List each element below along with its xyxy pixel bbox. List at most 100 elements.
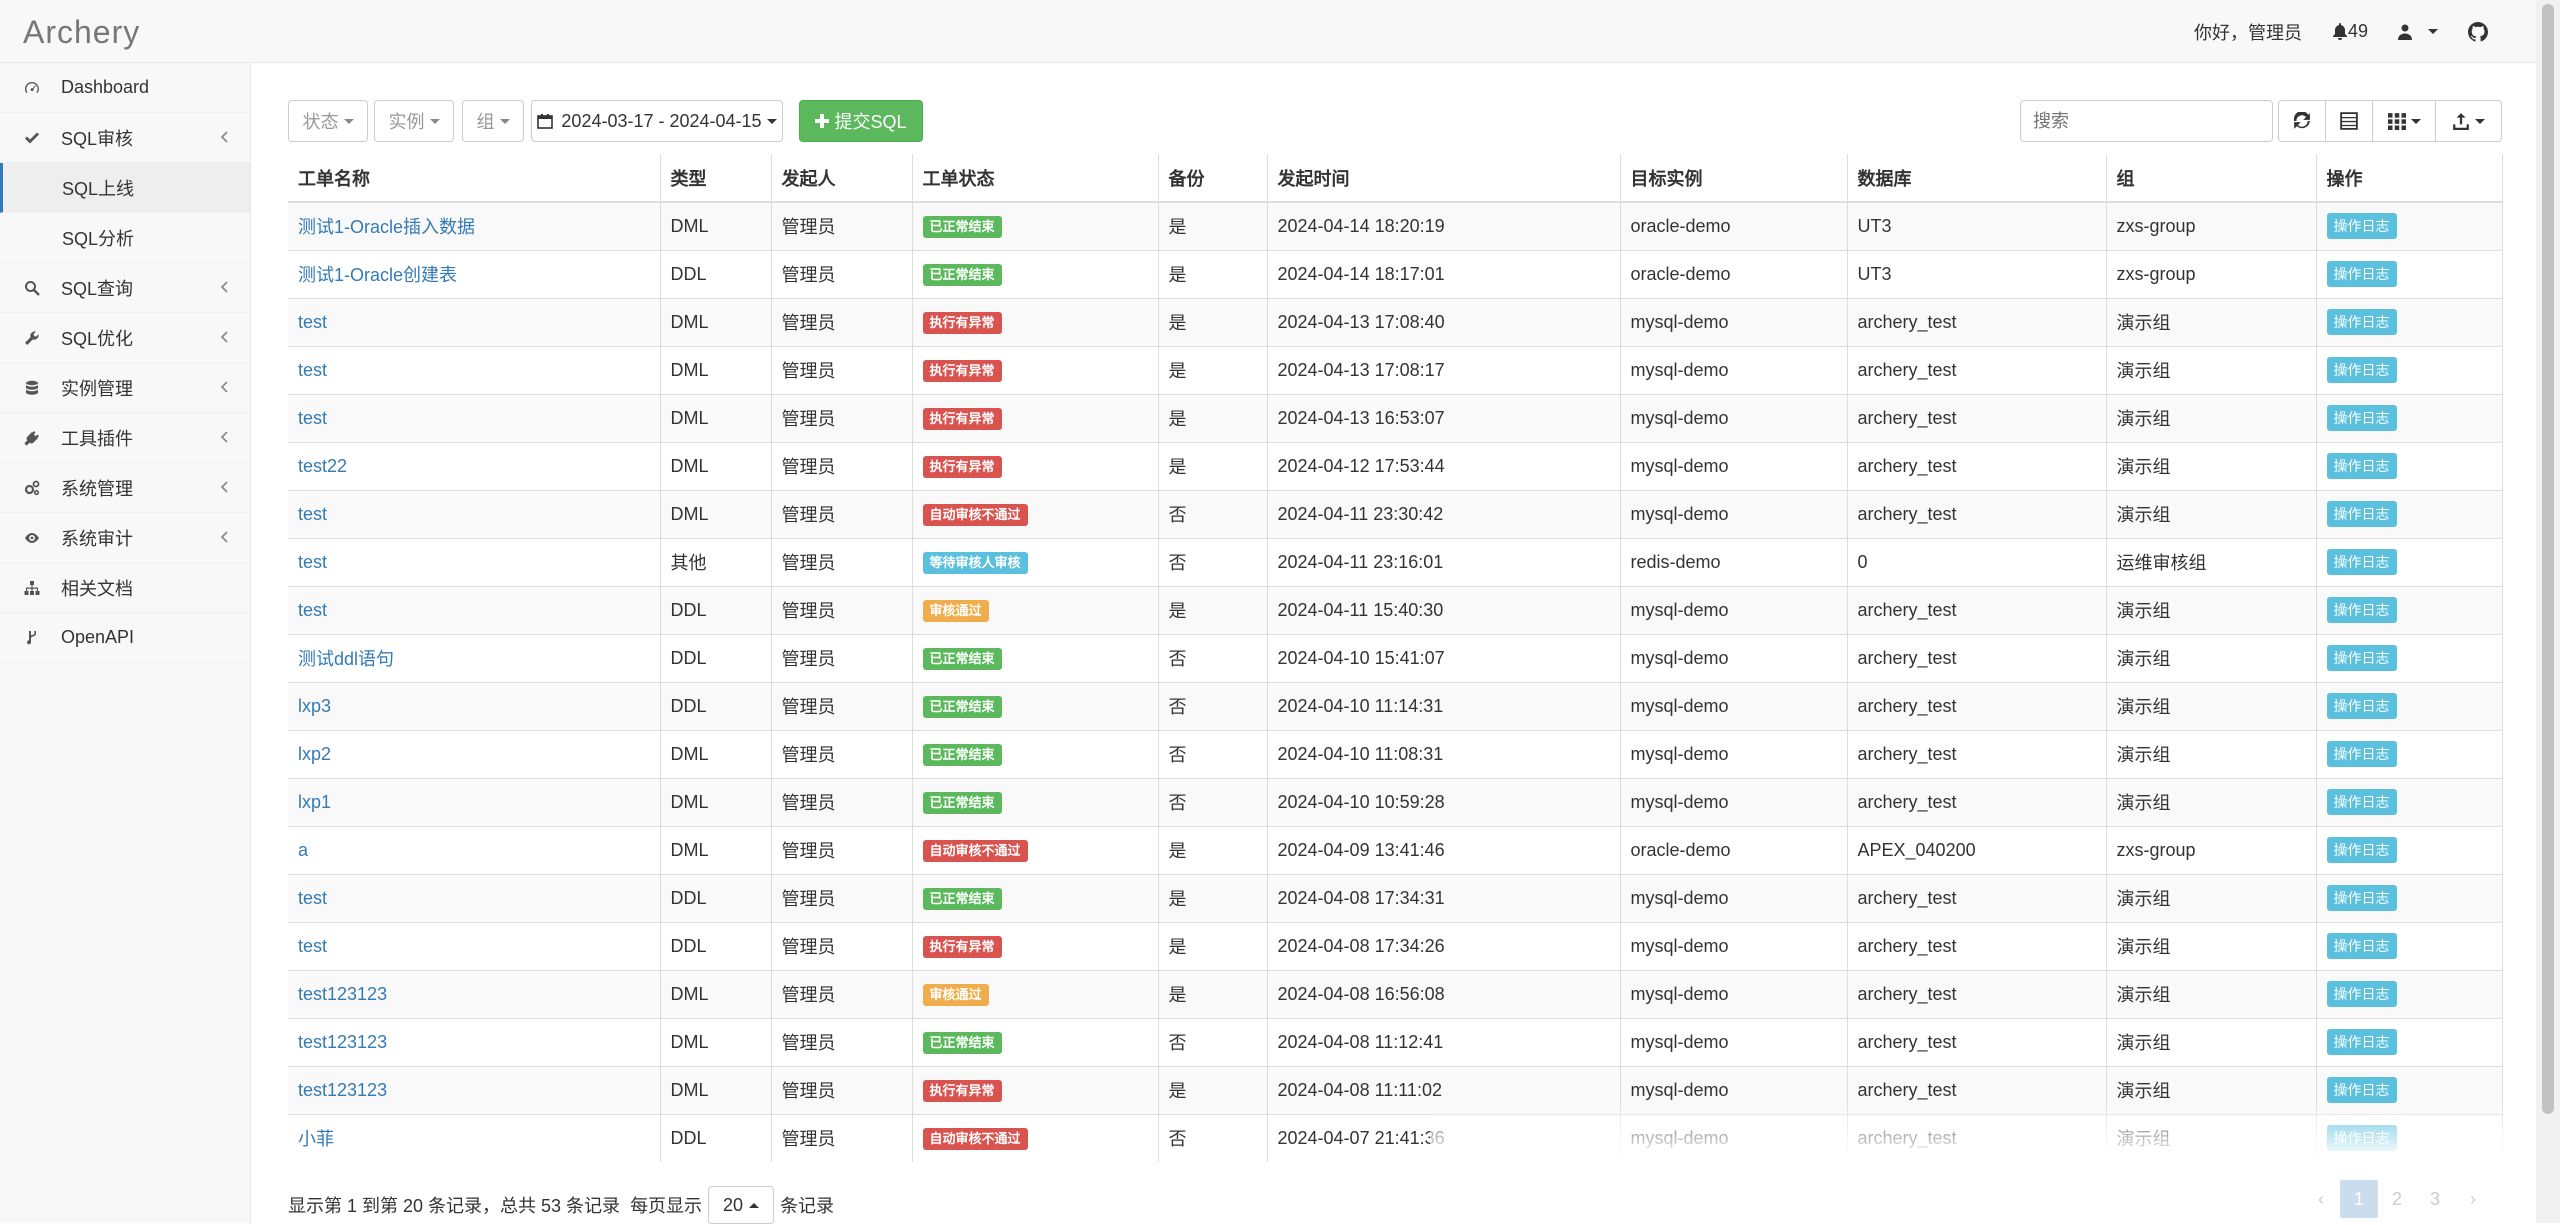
workflow-name-link[interactable]: test [298, 407, 328, 428]
sidebar-item-system-management[interactable]: 系统管理 [0, 463, 250, 513]
scrollbar-thumb[interactable] [2542, 4, 2554, 1114]
operation-log-button[interactable]: 操作日志 [2326, 885, 2397, 911]
operation-log-button[interactable]: 操作日志 [2326, 453, 2397, 479]
sidebar-item-openapi[interactable]: OpenAPI [0, 613, 250, 663]
status-cell: 审核通过 [912, 969, 1159, 1018]
operation-log-button[interactable]: 操作日志 [2326, 837, 2397, 863]
operation-log-button[interactable]: 操作日志 [2326, 1029, 2397, 1055]
workflow-name-link[interactable]: 测试1-Oracle创建表 [298, 265, 458, 285]
column-header[interactable]: 工单状态 [912, 154, 1159, 203]
page-button[interactable]: 3 [2429, 1188, 2440, 1209]
workflow-name-link[interactable]: test [298, 887, 328, 908]
page-scrollbar[interactable] [2536, 0, 2560, 1223]
workflow-name-link[interactable]: test123123 [298, 983, 388, 1004]
sidebar-item-sql-review[interactable]: SQL审核 [0, 113, 250, 163]
operation-log-button[interactable]: 操作日志 [2326, 933, 2397, 959]
column-header[interactable]: 操作 [2316, 154, 2503, 203]
operation-log-button[interactable]: 操作日志 [2326, 261, 2397, 287]
group-filter-dropdown[interactable]: 组 [462, 100, 524, 142]
workflow-name-link[interactable]: test [298, 935, 328, 956]
operation-log-button[interactable]: 操作日志 [2326, 789, 2397, 815]
sidebar-item-sql-optimize[interactable]: SQL优化 [0, 313, 250, 363]
database-cell: 0 [1847, 537, 2107, 586]
sidebar-item-sql-analysis[interactable]: SQL分析 [0, 213, 250, 263]
workflow-name-cell: test22 [288, 441, 661, 490]
time-cell: 2024-04-10 10:59:28 [1267, 777, 1621, 826]
notification-count: 49 [2347, 21, 2368, 41]
column-header[interactable]: 目标实例 [1620, 154, 1848, 203]
workflow-name-link[interactable]: 测试ddl语句 [298, 649, 395, 669]
page-button[interactable]: 1 [2340, 1180, 2378, 1218]
workflow-name-link[interactable]: lxp1 [298, 791, 332, 812]
dashboard-icon [24, 80, 40, 96]
top-navbar: Archery 你好，管理员 49 [0, 0, 2536, 63]
workflow-name-link[interactable]: lxp2 [298, 743, 332, 764]
user-menu-button[interactable] [2398, 24, 2438, 40]
columns-dropdown[interactable] [2372, 100, 2436, 142]
workflow-name-link[interactable]: test [298, 359, 328, 380]
brand-logo[interactable]: Archery [23, 14, 141, 50]
prev-page-button[interactable]: ‹ [2318, 1188, 2324, 1209]
date-range-picker[interactable]: 2024-03-17 - 2024-04-15 [531, 100, 783, 142]
operation-log-button[interactable]: 操作日志 [2326, 693, 2397, 719]
workflow-name-link[interactable]: a [298, 839, 309, 860]
operation-log-button[interactable]: 操作日志 [2326, 1077, 2397, 1103]
operation-log-button[interactable]: 操作日志 [2326, 549, 2397, 575]
code-fork-icon [24, 630, 40, 646]
refresh-button[interactable] [2278, 100, 2326, 142]
backup-cell: 是 [1158, 249, 1268, 298]
workflow-name-link[interactable]: test22 [298, 455, 348, 476]
workflow-name-link[interactable]: test [298, 551, 328, 572]
search-input[interactable] [2020, 100, 2273, 142]
backup-cell: 是 [1158, 441, 1268, 490]
operation-log-button[interactable]: 操作日志 [2326, 357, 2397, 383]
column-header[interactable]: 工单名称 [288, 154, 661, 203]
workflow-name-link[interactable]: 测试1-Oracle插入数据 [298, 217, 476, 238]
toggle-view-button[interactable] [2325, 100, 2373, 142]
sidebar-item-docs[interactable]: 相关文档 [0, 563, 250, 613]
column-header[interactable]: 类型 [660, 154, 772, 203]
status-cell: 已正常结束 [912, 249, 1159, 298]
time-cell: 2024-04-14 18:20:19 [1267, 201, 1621, 250]
type-cell: DML [660, 1017, 772, 1066]
column-header[interactable]: 数据库 [1847, 154, 2107, 203]
operation-log-button[interactable]: 操作日志 [2326, 309, 2397, 335]
export-dropdown[interactable] [2435, 100, 2502, 142]
sidebar-item-tools[interactable]: 工具插件 [0, 413, 250, 463]
notification-button[interactable]: 49 [2332, 21, 2368, 42]
workflow-name-link[interactable]: test [298, 503, 328, 524]
page-size-dropdown[interactable]: 20 [708, 1186, 775, 1224]
status-badge: 自动审核不通过 [922, 503, 1028, 526]
operation-log-button[interactable]: 操作日志 [2326, 213, 2397, 240]
operation-log-button[interactable]: 操作日志 [2326, 501, 2397, 527]
workflow-name-link[interactable]: test123123 [298, 1031, 388, 1052]
github-link[interactable] [2468, 21, 2488, 42]
operation-log-button[interactable]: 操作日志 [2326, 645, 2397, 671]
operation-log-button[interactable]: 操作日志 [2326, 597, 2397, 623]
column-header[interactable]: 发起时间 [1267, 154, 1621, 203]
next-page-button[interactable]: › [2470, 1188, 2476, 1209]
status-filter-dropdown[interactable]: 状态 [288, 100, 368, 142]
column-header[interactable]: 备份 [1158, 154, 1268, 203]
instance-filter-dropdown[interactable]: 实例 [374, 100, 454, 142]
chevron-left-icon [220, 531, 228, 543]
sidebar-item-sql-query[interactable]: SQL查询 [0, 263, 250, 313]
operation-log-button[interactable]: 操作日志 [2326, 741, 2397, 767]
sidebar-item-system-audit[interactable]: 系统审计 [0, 513, 250, 563]
table-row: 测试ddl语句 DDL 管理员 已正常结束 否 2024-04-10 15:41:07 my… [288, 633, 2503, 682]
workflow-name-link[interactable]: lxp3 [298, 695, 332, 716]
sidebar-item-instance-management[interactable]: 实例管理 [0, 363, 250, 413]
workflow-name-link[interactable]: test123123 [298, 1079, 388, 1100]
operation-log-button[interactable]: 操作日志 [2326, 981, 2397, 1007]
workflow-name-link[interactable]: test [298, 599, 328, 620]
workflow-name-link[interactable]: 小菲 [298, 1129, 334, 1150]
column-header[interactable]: 发起人 [771, 154, 913, 203]
submit-sql-button[interactable]: 提交SQL [799, 100, 923, 142]
operation-log-button[interactable]: 操作日志 [2326, 405, 2397, 431]
column-header[interactable]: 组 [2106, 154, 2317, 203]
page-button[interactable]: 2 [2391, 1188, 2402, 1209]
sidebar-item-dashboard[interactable]: Dashboard [0, 63, 250, 113]
sidebar-item-sql-online[interactable]: SQL上线 [0, 163, 250, 213]
workflow-name-link[interactable]: test [298, 311, 328, 332]
table-row: lxp3 DDL 管理员 已正常结束 否 2024-04-10 11:14:31 mysql… [288, 681, 2503, 730]
